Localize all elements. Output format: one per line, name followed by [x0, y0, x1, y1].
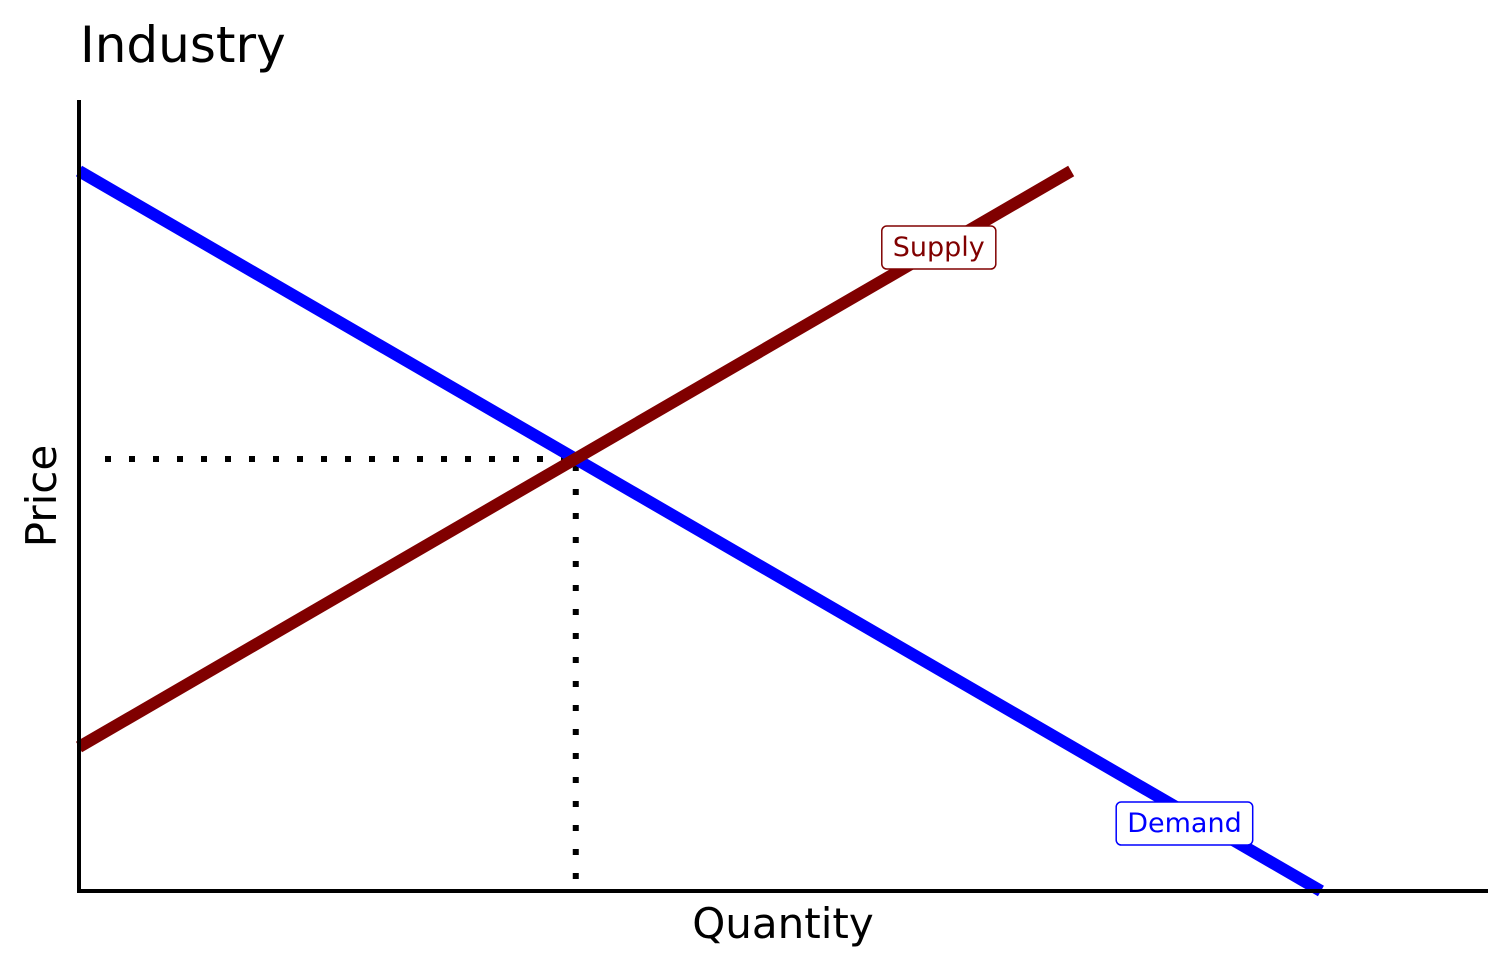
equilibrium-guides	[105, 456, 579, 879]
y-axis-label: Price	[17, 445, 66, 547]
demand-label: Demand	[1115, 801, 1254, 846]
chart-title: Industry	[80, 16, 286, 74]
supply-label-text: Supply	[893, 232, 985, 263]
supply-label-box	[881, 225, 997, 270]
series-layer	[75, 165, 1324, 897]
demand-label-box	[1115, 801, 1254, 846]
x-axis-label: Quantity	[692, 899, 874, 948]
supply-label: Supply	[881, 225, 997, 270]
demand-curve	[75, 165, 1324, 897]
curve-label-layer: Demand Supply	[881, 225, 1254, 846]
demand-label-text: Demand	[1127, 808, 1242, 839]
